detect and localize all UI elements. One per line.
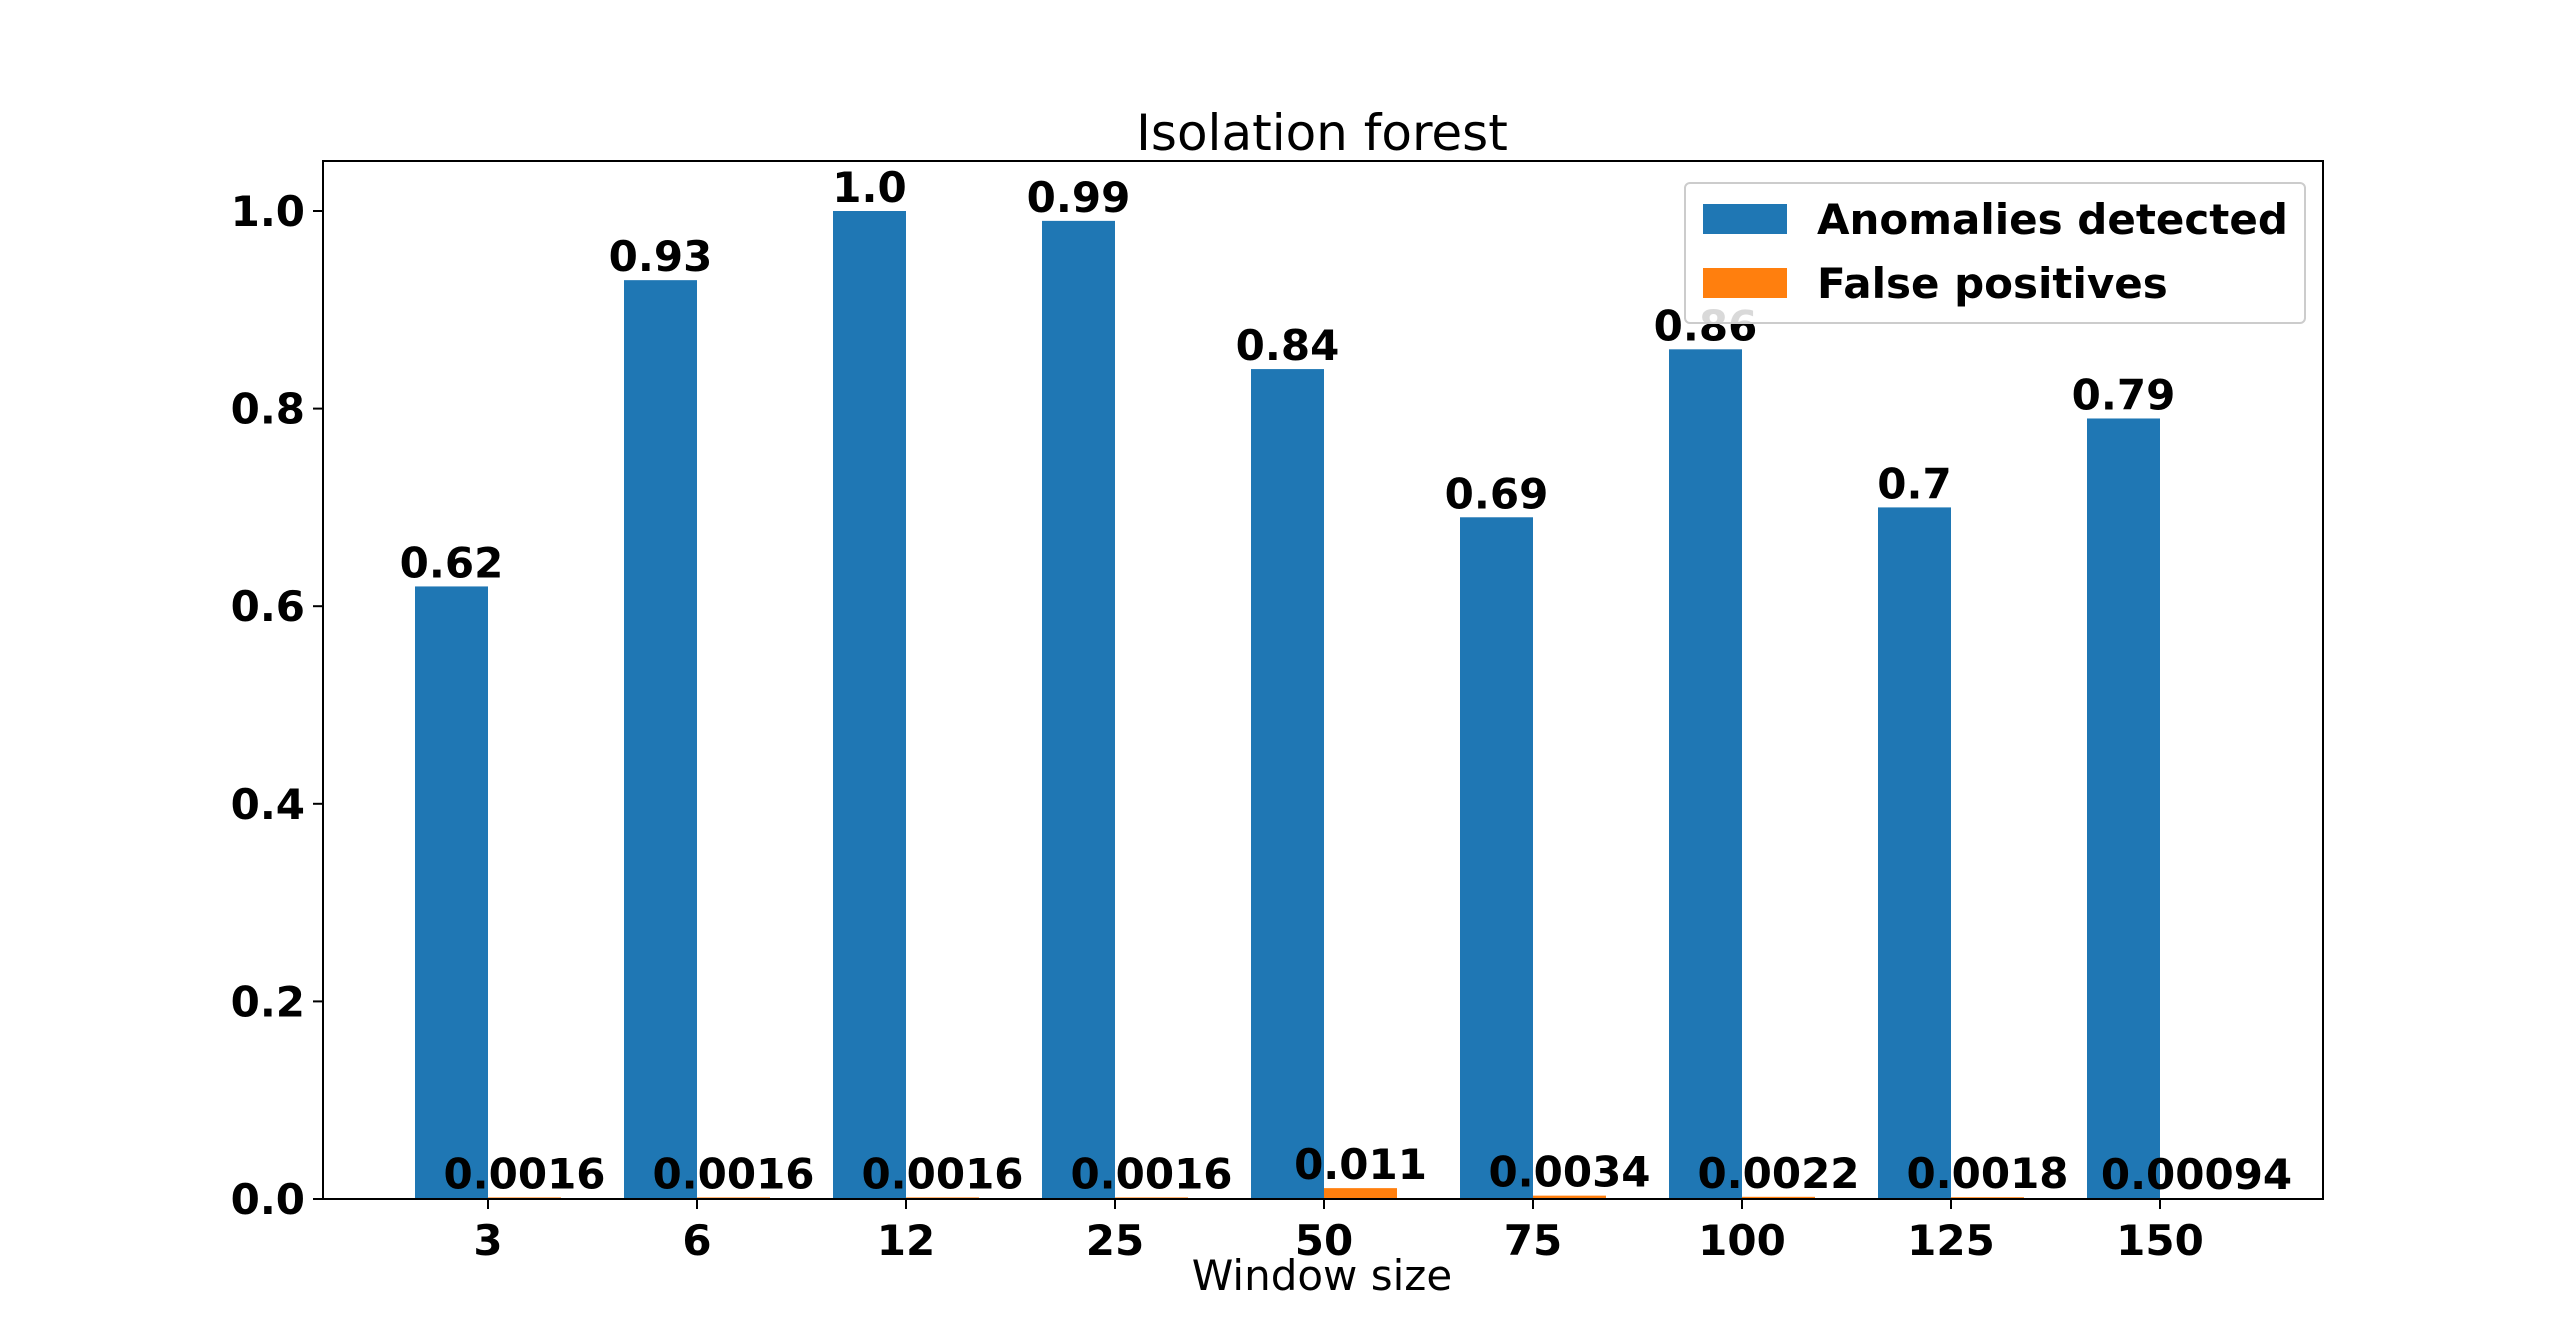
data-label-false-positives: 0.00094: [2101, 1150, 2292, 1199]
bar-anomalies-detected: [1878, 507, 1951, 1199]
y-axis: 0.0 0.2 0.4 0.6 0.8 1.0: [231, 187, 323, 1224]
x-tick-label: 25: [1086, 1216, 1144, 1265]
x-axis: 3 6 12 25 50 75 100 125 150: [473, 1199, 2204, 1265]
data-label-false-positives: 0.0016: [443, 1149, 605, 1198]
data-label-false-positives: 0.0016: [652, 1149, 814, 1198]
x-axis-label: Window size: [1192, 1251, 1452, 1300]
data-label-anomalies: 1.0: [832, 163, 906, 212]
x-tick-label: 6: [682, 1216, 711, 1265]
data-label-false-positives: 0.0022: [1697, 1149, 1859, 1198]
data-label-anomalies: 0.69: [1445, 469, 1549, 518]
x-tick-label: 12: [877, 1216, 935, 1265]
data-label-anomalies: 0.84: [1236, 321, 1340, 370]
y-tick-label: 0.4: [231, 780, 305, 829]
bars-layer: [415, 211, 2233, 1200]
y-tick-label: 1.0: [231, 187, 305, 236]
x-tick-label: 50: [1295, 1216, 1353, 1265]
bar-anomalies-detected: [1042, 220, 1115, 1199]
data-labels: 0.62 0.0016 0.93 0.0016 1.0 0.0016 0.99 0.0016 0…: [400, 163, 2292, 1199]
data-label-anomalies: 0.93: [609, 232, 713, 281]
data-label-false-positives: 0.0018: [1906, 1149, 2068, 1198]
y-tick-label: 0.6: [231, 582, 305, 631]
bar-false-positives: [1742, 1196, 1815, 1199]
data-label-false-positives: 0.0016: [1070, 1149, 1232, 1198]
bar-anomalies-detected: [1251, 369, 1324, 1200]
data-label-false-positives: 0.0016: [861, 1149, 1023, 1198]
data-label-anomalies: 0.99: [1027, 173, 1131, 222]
x-tick-label: 150: [2116, 1216, 2204, 1265]
legend-box: [1684, 182, 2306, 324]
data-label-anomalies: 0.79: [2072, 370, 2176, 419]
bar-false-positives: [1324, 1188, 1397, 1199]
bar-anomalies-detected: [833, 211, 906, 1199]
y-tick-label: 0.2: [231, 977, 305, 1026]
legend-swatch-false-positives: [1703, 268, 1787, 298]
bar-anomalies-detected: [1669, 349, 1742, 1199]
legend: Anomalies detected False positives: [1684, 182, 2306, 324]
chart-title: Isolation forest: [1136, 104, 1508, 162]
x-tick-label: 75: [1504, 1216, 1562, 1265]
bar-anomalies-detected: [1460, 517, 1533, 1199]
bar-anomalies-detected: [415, 586, 488, 1199]
data-label-anomalies: 0.7: [1877, 459, 1951, 508]
bar-anomalies-detected: [2087, 418, 2160, 1200]
data-label-anomalies: 0.62: [400, 538, 504, 587]
bar-false-positives: [1533, 1195, 1606, 1199]
data-label-false-positives: 0.0034: [1488, 1148, 1650, 1197]
x-tick-label: 100: [1698, 1216, 1786, 1265]
data-label-false-positives: 0.011: [1294, 1140, 1427, 1189]
bar-anomalies-detected: [624, 280, 697, 1199]
legend-swatch-anomalies: [1703, 204, 1787, 234]
y-tick-label: 0.8: [231, 385, 305, 434]
x-tick-label: 3: [473, 1216, 502, 1265]
legend-label-anomalies: Anomalies detected: [1817, 195, 2288, 244]
legend-label-false-positives: False positives: [1817, 259, 2168, 308]
y-tick-label: 0.0: [231, 1175, 305, 1224]
x-tick-label: 125: [1907, 1216, 1995, 1265]
